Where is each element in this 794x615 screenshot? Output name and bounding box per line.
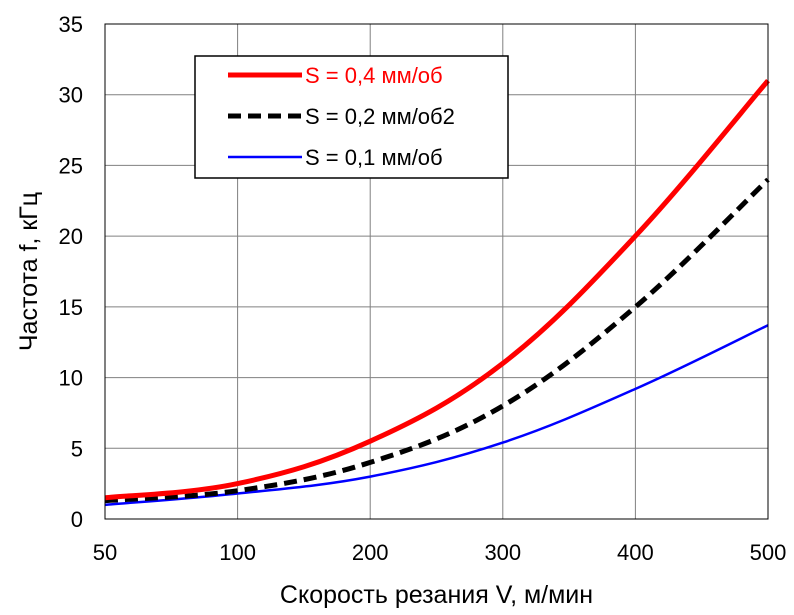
x-tick-label: 50 bbox=[93, 540, 117, 565]
plot-area-frame bbox=[104, 23, 769, 520]
y-tick-label: 5 bbox=[71, 436, 83, 461]
series-line-1 bbox=[104, 78, 770, 501]
series-lines bbox=[104, 78, 770, 507]
legend-label-3: S = 0,1 мм/об bbox=[305, 145, 443, 170]
y-tick-label: 30 bbox=[59, 83, 83, 108]
y-axis-title: Частота f, кГц bbox=[15, 192, 43, 351]
y-tick-label: 25 bbox=[59, 153, 83, 178]
x-tick-label: 200 bbox=[352, 540, 389, 565]
y-tick-label: 15 bbox=[59, 295, 83, 320]
y-tick-label: 0 bbox=[71, 507, 83, 532]
y-tick-label: 20 bbox=[59, 224, 83, 249]
series-line-3 bbox=[104, 324, 769, 507]
x-axis-title: Скорость резания V, м/мин bbox=[280, 581, 593, 609]
legend: S = 0,4 мм/об S = 0,2 мм/об2 S = 0,1 мм/об bbox=[194, 55, 509, 179]
x-tick-label: 500 bbox=[750, 540, 787, 565]
y-tick-label: 10 bbox=[59, 366, 83, 391]
x-axis-tick-labels: 50 100 200 300 400 500 bbox=[93, 540, 787, 565]
legend-label-2: S = 0,2 мм/об2 bbox=[305, 104, 455, 129]
series-line-2 bbox=[104, 177, 770, 504]
legend-label-1: S = 0,4 мм/об bbox=[305, 63, 443, 88]
x-tick-label: 100 bbox=[219, 540, 256, 565]
y-axis-tick-labels: 0 5 10 15 20 25 30 35 bbox=[59, 12, 83, 532]
x-tick-label: 300 bbox=[484, 540, 521, 565]
x-tick-label: 400 bbox=[617, 540, 654, 565]
y-tick-label: 35 bbox=[59, 12, 83, 37]
